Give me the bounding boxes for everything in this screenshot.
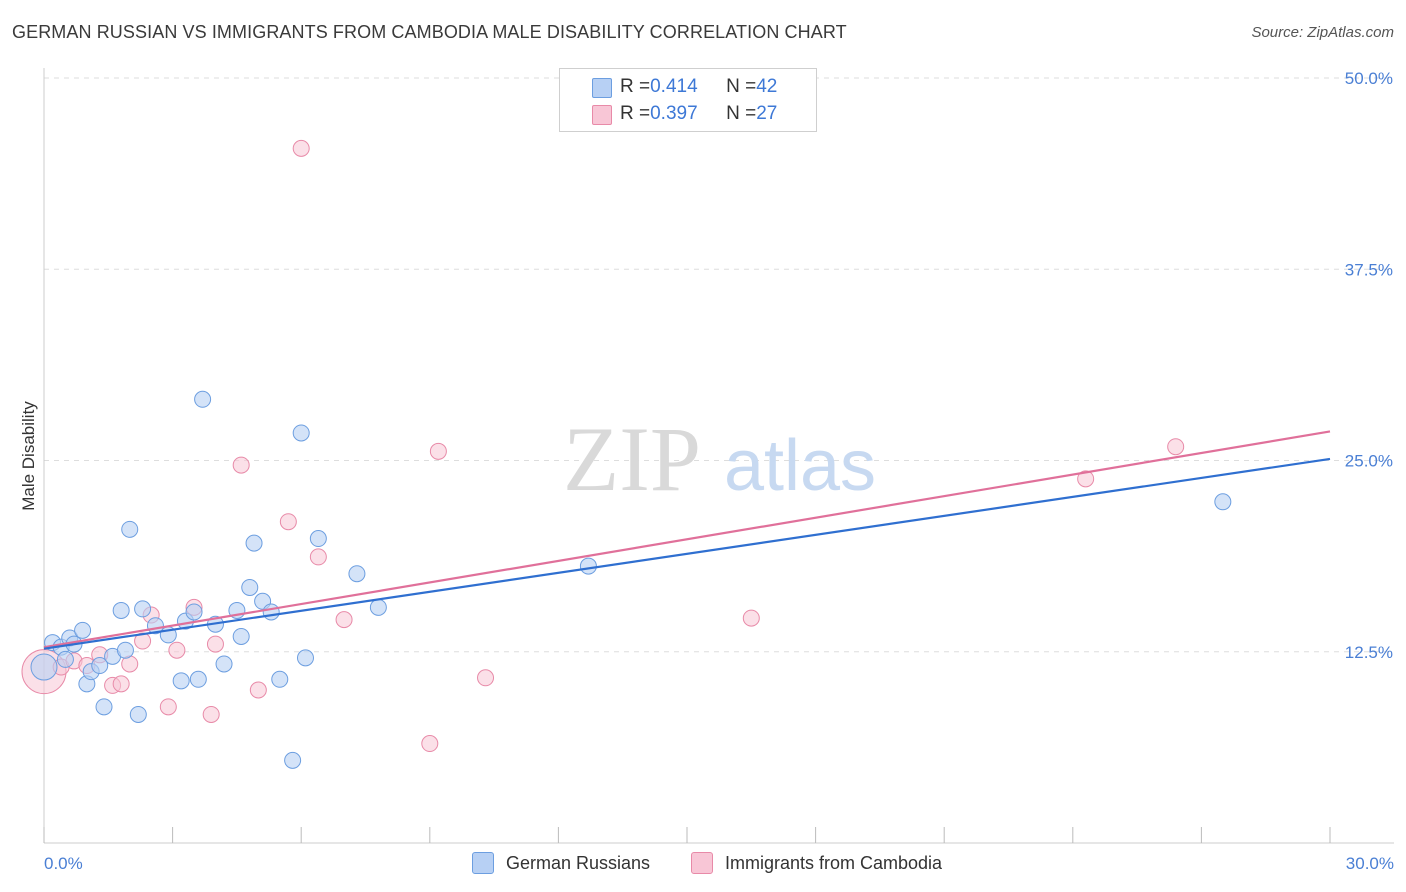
cambodia-point <box>232 456 250 474</box>
watermark-atlas: atlas <box>724 426 876 506</box>
legend-swatch-pink <box>691 852 713 874</box>
german-russians-point <box>271 670 289 688</box>
german-russians-point <box>121 520 139 538</box>
y-tick-label: 50.0% <box>1345 69 1393 88</box>
german-russians-point <box>189 670 207 688</box>
cambodia-point <box>279 513 297 531</box>
german-russians-point <box>284 751 302 769</box>
german-russians-point <box>1214 493 1232 511</box>
chart-title: GERMAN RUSSIAN VS IMMIGRANTS FROM CAMBOD… <box>12 22 847 42</box>
german-russians-point <box>91 657 109 675</box>
correlation-legend: R = 0.414 N = 42 R = 0.397 N = 27 <box>559 68 817 132</box>
x-tick-label: 0.0% <box>44 854 83 873</box>
german-russians-point <box>116 641 134 659</box>
legend-label: Immigrants from Cambodia <box>725 852 943 873</box>
x-tick-label: 30.0% <box>1346 854 1394 873</box>
bottom-legend-german-russians: German Russians <box>472 852 650 874</box>
german-russians-point <box>134 600 152 618</box>
legend-swatch-pink <box>592 105 612 125</box>
legend-swatch-blue <box>592 78 612 98</box>
watermark: ZIP atlas <box>563 408 876 510</box>
german-russians-trend-line <box>43 457 1331 650</box>
german-russians-point <box>30 653 58 681</box>
y-tick-label: 25.0% <box>1345 452 1393 471</box>
german-russians-point <box>245 534 263 552</box>
german-russians-point <box>172 672 190 690</box>
legend-r-value: 0.397 <box>650 103 698 124</box>
cambodia-point <box>1077 470 1095 488</box>
german-russians-point <box>185 603 203 621</box>
german-russians-point <box>215 655 233 673</box>
cambodia-point <box>168 641 186 659</box>
trend-lines <box>43 430 1331 650</box>
y-tick-label: 37.5% <box>1345 260 1393 279</box>
german-russians-point <box>292 424 310 442</box>
cambodia-point <box>309 548 327 566</box>
german-russians-point <box>56 650 74 668</box>
german-russians-point <box>309 530 327 548</box>
source-credit: Source: ZipAtlas.com <box>1251 24 1394 41</box>
legend-r-value: 0.414 <box>650 76 698 97</box>
german-russians-point <box>112 601 130 619</box>
cambodia-point <box>335 611 353 629</box>
axes <box>43 68 1394 844</box>
german-russians-point <box>129 705 147 723</box>
cambodia-point <box>421 735 439 753</box>
cambodia-point <box>1167 438 1185 456</box>
german-russians-point <box>296 649 314 667</box>
german-russians-point <box>232 627 250 645</box>
cambodia-point <box>206 635 224 653</box>
tick-labels: 12.5% 25.0% 37.5% 50.0% 0.0% 30.0% <box>44 69 1394 873</box>
german-russians-point <box>369 598 387 616</box>
watermark-zip: ZIP <box>563 408 701 510</box>
cambodia-point <box>292 139 310 157</box>
legend-r-label: R = <box>620 76 651 97</box>
legend-r-label: R = <box>620 103 651 124</box>
german-russians-point <box>348 565 366 583</box>
german-russians-point <box>579 557 597 575</box>
legend-label: German Russians <box>506 852 651 873</box>
y-axis-label: Male Disability <box>19 401 38 511</box>
grid-lines <box>44 77 1394 653</box>
cambodia-point <box>159 698 177 716</box>
legend-n-label: N = <box>726 76 757 97</box>
legend-row-german-russians: R = 0.414 N = 42 <box>592 76 778 98</box>
legend-n-value: 27 <box>756 103 778 124</box>
german-russians-point <box>95 698 113 716</box>
cambodia-point <box>429 442 447 460</box>
cambodia-trend-line <box>43 430 1331 649</box>
cambodia-point <box>249 681 267 699</box>
bottom-legend-cambodia: Immigrants from Cambodia <box>691 852 942 874</box>
legend-swatch-blue <box>472 852 494 874</box>
german-russians-point <box>74 621 92 639</box>
german-russians-point <box>262 603 280 621</box>
legend-n-value: 42 <box>756 76 778 97</box>
legend-row-cambodia: R = 0.397 N = 27 <box>592 103 778 125</box>
cambodia-point <box>202 705 220 723</box>
german-russians-point <box>194 390 212 408</box>
german-russians-point <box>241 578 259 596</box>
cambodia-point <box>742 609 760 627</box>
legend-n-label: N = <box>726 103 757 124</box>
y-tick-label: 12.5% <box>1345 643 1393 662</box>
cambodia-point <box>477 669 495 687</box>
cambodia-point <box>112 675 130 693</box>
